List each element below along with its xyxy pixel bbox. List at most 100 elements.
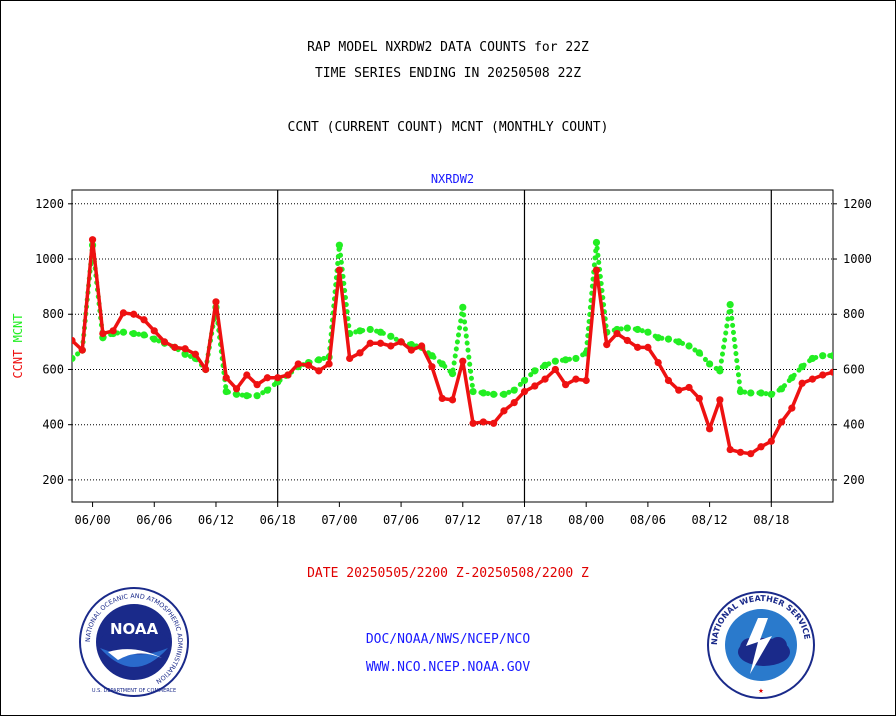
- point-ccnt: [798, 379, 806, 387]
- point-ccnt: [335, 266, 343, 274]
- point-mcnt: [767, 390, 775, 398]
- point-mcnt: [119, 328, 128, 336]
- point-mcnt: [232, 390, 241, 398]
- noaa-bottom-text: U.S. DEPARTMENT OF COMMERCE: [92, 688, 176, 694]
- point-ccnt: [407, 346, 415, 354]
- point-mcnt: [551, 357, 559, 365]
- point-ccnt: [520, 387, 529, 396]
- point-ccnt: [767, 437, 775, 445]
- point-ccnt: [716, 396, 724, 404]
- title-line-1: RAP MODEL NXRDW2 DATA COUNTS for 22Z: [307, 40, 589, 55]
- point-ccnt: [418, 342, 426, 350]
- x-tick-label: 06/18: [260, 513, 296, 527]
- point-mcnt: [634, 325, 642, 334]
- point-mcnt: [366, 325, 374, 334]
- series-line-mcnt: [72, 239, 833, 399]
- y-label-ccnt: CCNT: [11, 350, 25, 379]
- point-ccnt: [479, 418, 487, 426]
- point-ccnt: [263, 374, 271, 382]
- point-mcnt: [428, 352, 436, 360]
- point-mcnt: [654, 334, 662, 342]
- point-mcnt: [263, 386, 271, 394]
- point-mcnt: [788, 374, 796, 382]
- point-ccnt: [202, 365, 210, 374]
- y-tick-label-left: 1200: [35, 197, 64, 211]
- point-ccnt: [253, 381, 261, 389]
- point-ccnt: [366, 339, 374, 347]
- point-mcnt: [520, 376, 529, 385]
- point-mcnt: [819, 352, 827, 360]
- point-ccnt: [78, 346, 86, 354]
- x-tick-label: 07/00: [321, 513, 357, 527]
- point-mcnt: [716, 367, 724, 375]
- point-ccnt: [160, 338, 169, 346]
- point-ccnt: [582, 376, 590, 385]
- point-ccnt: [490, 419, 498, 427]
- point-ccnt: [654, 358, 662, 367]
- point-ccnt: [705, 425, 714, 433]
- x-tick-label: 06/12: [198, 513, 234, 527]
- org-path-label: DOC/NOAA/NWS/NCEP/NCO: [365, 632, 531, 647]
- point-mcnt: [387, 332, 395, 340]
- y-tick-label-left: 200: [42, 473, 64, 487]
- point-ccnt: [232, 385, 241, 393]
- x-tick-label: 07/18: [506, 513, 542, 527]
- point-ccnt: [819, 371, 827, 379]
- point-ccnt: [222, 374, 230, 382]
- y-tick-label-left: 600: [42, 362, 64, 376]
- x-tick-label: 06/00: [75, 513, 111, 527]
- y-tick-label-right: 200: [843, 473, 865, 487]
- point-mcnt: [376, 328, 385, 336]
- point-ccnt: [294, 360, 302, 368]
- point-mcnt: [315, 356, 323, 364]
- point-mcnt: [531, 367, 539, 375]
- point-ccnt: [685, 383, 693, 392]
- point-mcnt: [592, 238, 601, 247]
- point-ccnt: [695, 394, 703, 403]
- point-ccnt: [315, 367, 323, 375]
- point-mcnt: [757, 389, 765, 397]
- x-tick-label: 08/00: [568, 513, 604, 527]
- point-ccnt: [644, 343, 652, 351]
- point-ccnt: [212, 298, 220, 306]
- nws-logo: NATIONAL WEATHER SERVICE ★: [707, 591, 815, 699]
- y-tick-label-right: 400: [843, 418, 865, 432]
- point-ccnt: [592, 266, 601, 274]
- y-tick-label-right: 1000: [843, 252, 872, 266]
- point-ccnt: [448, 396, 457, 404]
- point-mcnt: [747, 389, 755, 397]
- point-ccnt: [150, 327, 158, 335]
- point-ccnt: [562, 381, 570, 389]
- point-ccnt: [531, 382, 539, 390]
- point-ccnt: [613, 329, 621, 338]
- point-ccnt: [72, 336, 76, 345]
- point-ccnt: [109, 327, 117, 335]
- point-ccnt: [438, 394, 446, 403]
- point-mcnt: [490, 390, 498, 398]
- point-mcnt: [500, 390, 508, 398]
- point-mcnt: [243, 392, 251, 400]
- point-ccnt: [510, 399, 518, 407]
- point-mcnt: [459, 303, 467, 311]
- point-ccnt: [572, 375, 580, 383]
- title-line-3: CCNT (CURRENT COUNT) MCNT (MONTHLY COUNT…: [287, 120, 609, 135]
- point-ccnt: [541, 375, 549, 383]
- point-ccnt: [397, 338, 405, 346]
- point-mcnt: [469, 387, 477, 396]
- point-ccnt: [376, 339, 385, 347]
- x-tick-label: 06/06: [136, 513, 172, 527]
- point-mcnt: [705, 360, 714, 368]
- point-mcnt: [644, 328, 652, 336]
- point-ccnt: [171, 343, 179, 351]
- point-ccnt: [808, 375, 817, 383]
- point-mcnt: [448, 370, 457, 378]
- point-ccnt: [459, 357, 467, 365]
- point-mcnt: [140, 331, 148, 339]
- x-tick-label: 07/12: [445, 513, 481, 527]
- x-tick-label: 08/12: [692, 513, 728, 527]
- point-ccnt: [788, 404, 796, 412]
- point-mcnt: [829, 352, 833, 360]
- point-ccnt: [757, 443, 765, 451]
- point-ccnt: [99, 329, 107, 338]
